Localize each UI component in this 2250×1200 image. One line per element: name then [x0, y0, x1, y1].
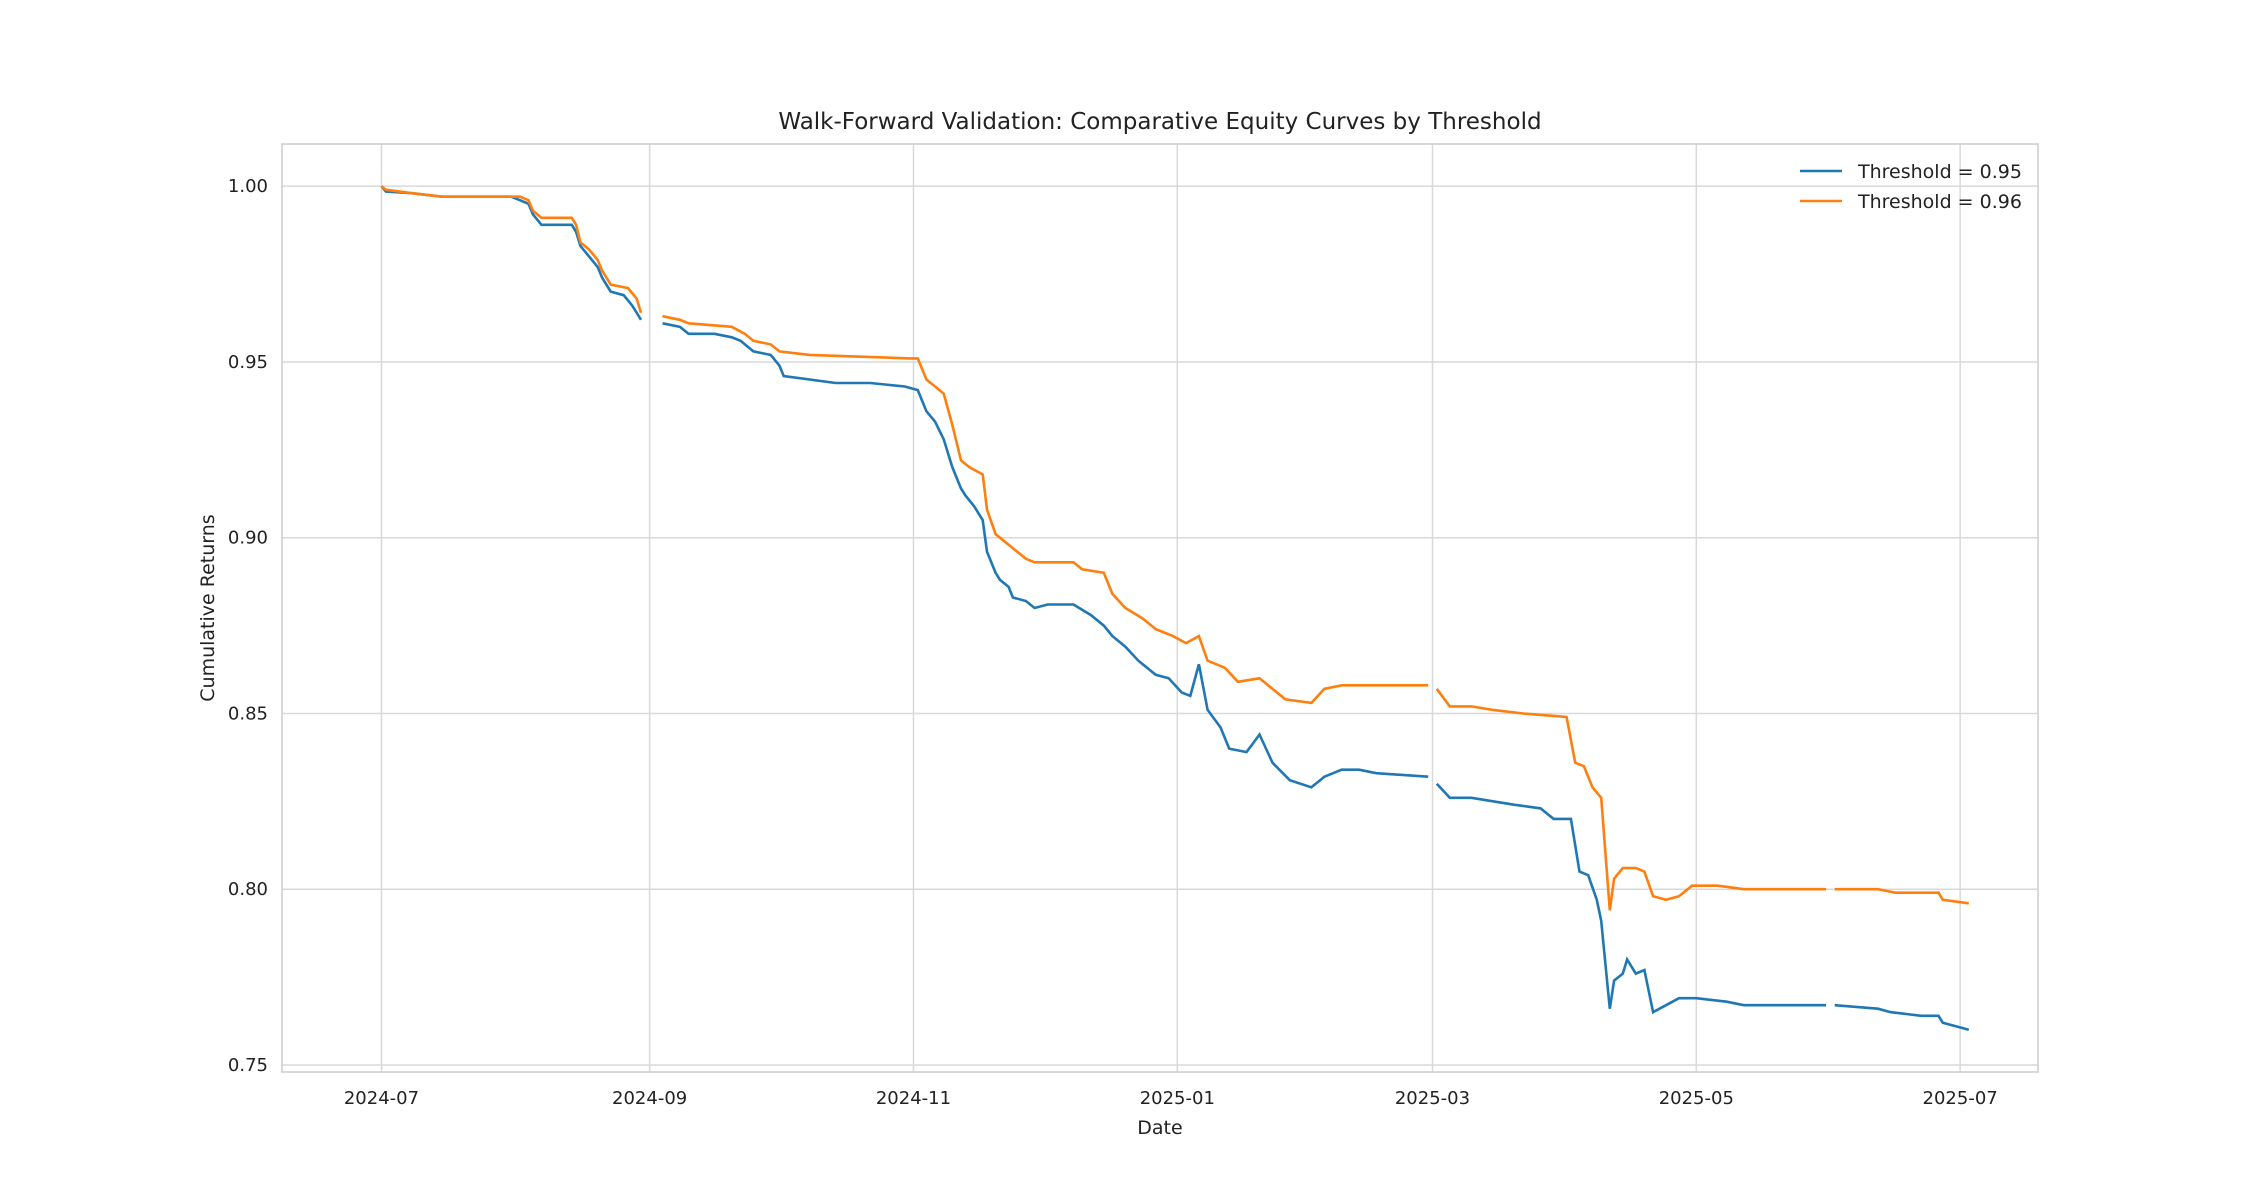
series-line: [662, 322, 1429, 789]
legend-item: Threshold = 0.96: [1800, 191, 2022, 213]
legend-item: Threshold = 0.95: [1800, 161, 2022, 183]
series-line: [380, 185, 643, 321]
series-2: [380, 185, 1969, 911]
series-1: [380, 185, 1970, 1032]
series-line: [380, 185, 643, 314]
x-tick-label: 2025-07: [1923, 1088, 1998, 1109]
plot-frame: [281, 143, 2039, 1073]
chart-title: Walk-Forward Validation: Comparative Equ…: [778, 109, 1541, 135]
y-tick-label: 0.85: [228, 703, 268, 724]
series-line: [1435, 782, 1827, 1015]
series-line: [1435, 688, 1827, 911]
y-axis-label: Cumulative Returns: [197, 514, 219, 701]
x-tick-label: 2024-09: [612, 1088, 687, 1109]
y-tick-label: 0.75: [228, 1055, 268, 1076]
series-line: [1834, 1003, 1970, 1032]
x-tick-label: 2025-01: [1140, 1088, 1215, 1109]
legend-label: Threshold = 0.96: [1857, 191, 2022, 213]
series-lines: [380, 185, 1970, 1032]
x-axis-label: Date: [1137, 1117, 1182, 1139]
x-axis-ticks: 2024-07 2024-09 2024-11 2025-01 2025-03 2025-…: [344, 1088, 1998, 1109]
y-tick-label: 0.80: [228, 879, 268, 900]
y-tick-label: 1.00: [228, 176, 268, 197]
y-axis-ticks: 0.75 0.80 0.85 0.90 0.95 1.00: [228, 176, 268, 1076]
x-tick-label: 2025-03: [1395, 1088, 1470, 1109]
series-line: [1834, 887, 1969, 905]
legend: Threshold = 0.95 Threshold = 0.96: [1800, 161, 2022, 213]
grid: [282, 144, 2038, 1072]
x-tick-label: 2025-05: [1659, 1088, 1734, 1109]
x-tick-label: 2024-11: [876, 1088, 951, 1109]
series-line: [662, 314, 1429, 705]
legend-label: Threshold = 0.95: [1857, 161, 2022, 183]
x-tick-label: 2024-07: [344, 1088, 419, 1109]
y-tick-label: 0.95: [228, 352, 268, 373]
y-tick-label: 0.90: [228, 528, 268, 549]
